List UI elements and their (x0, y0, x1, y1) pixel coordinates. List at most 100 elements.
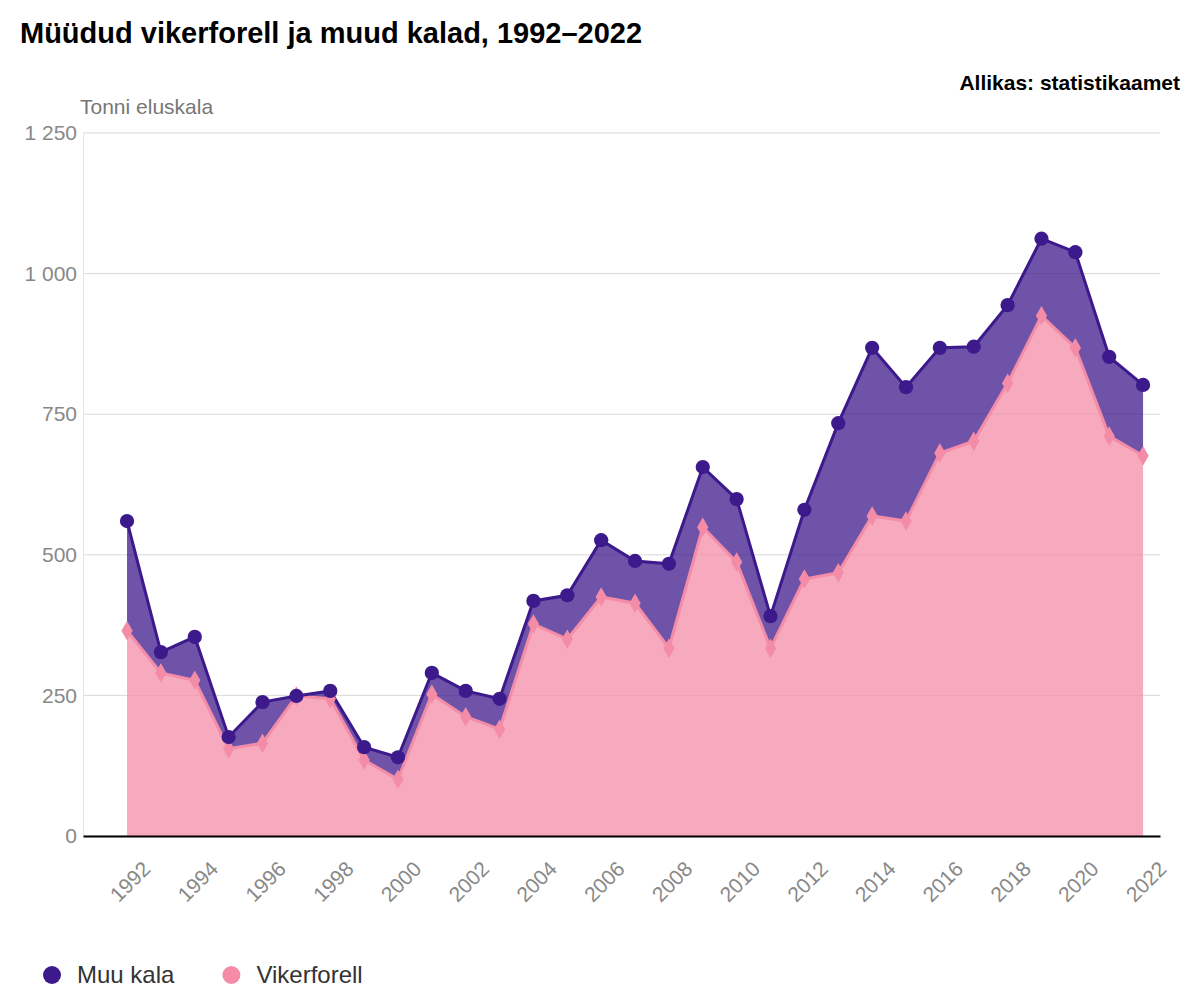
x-tick-label: 2014 (850, 857, 900, 907)
marker (257, 733, 268, 753)
marker (833, 563, 844, 583)
marker (662, 557, 676, 571)
x-tick: 1992 (105, 836, 154, 906)
y-axis-line (83, 134, 84, 837)
data (120, 232, 1150, 836)
marker (528, 614, 539, 634)
marker (1070, 338, 1081, 358)
marker (594, 533, 608, 547)
y-tick: 500 (42, 543, 83, 566)
marker (697, 517, 708, 537)
y-tick-label: 750 (42, 402, 77, 425)
marker (1104, 426, 1115, 446)
x-tick: 2006 (579, 836, 628, 906)
marker (494, 719, 505, 739)
x-tick-label: 2022 (1121, 857, 1170, 906)
marker (933, 341, 947, 355)
x-tick-label: 2016 (918, 857, 967, 906)
x-tick-label: 2012 (783, 857, 832, 906)
grid-line (83, 133, 1160, 134)
marker (731, 552, 742, 572)
x-tick: 2004 (512, 836, 562, 906)
legend-swatch (43, 966, 61, 984)
x-axis: 1992 1994 1996 1998 2000 2002 2004 2006 2008 2010… (84, 836, 1171, 906)
x-tick-label: 1994 (173, 857, 223, 907)
marker (1102, 350, 1116, 364)
grid-line (83, 273, 1160, 274)
marker (899, 380, 913, 394)
x-tick-label: 2000 (376, 857, 425, 906)
x-tick: 2014 (850, 836, 900, 906)
marker (562, 629, 573, 649)
marker (797, 503, 811, 517)
y-tick-label: 1 250 (24, 121, 77, 144)
x-tick-label: 2004 (512, 857, 562, 907)
marker (629, 593, 640, 613)
x-tick: 1994 (173, 836, 223, 906)
marker (1036, 306, 1047, 326)
area (127, 239, 1143, 779)
legend-label: Vikerforell (256, 961, 362, 988)
x-tick-label: 2010 (715, 857, 764, 906)
y-tick: 250 (42, 684, 83, 707)
x-tick-label: 2018 (986, 857, 1035, 906)
chart: Müüdud vikerforell ja muud kalad, 1992–2… (0, 0, 1200, 1000)
x-axis-line (84, 836, 1161, 838)
marker (663, 638, 674, 658)
marker (560, 588, 574, 602)
marker (900, 511, 911, 531)
marker (255, 695, 269, 709)
marker (188, 630, 202, 644)
marker (426, 685, 437, 705)
x-tick-label: 1992 (105, 857, 154, 906)
x-tick-label: 2002 (444, 857, 493, 906)
legend-label: Muu kala (77, 961, 175, 988)
marker (459, 684, 473, 698)
line (127, 316, 1143, 779)
y-axis: 0 250 500 750 1 000 1 250 (24, 121, 83, 847)
y-tick: 750 (42, 402, 83, 425)
x-tick-label: 2020 (1054, 857, 1103, 906)
x-tick: 2022 (1121, 836, 1170, 906)
y-axis-label: Tonni eluskala (80, 95, 213, 118)
y-tick: 1 250 (24, 121, 83, 144)
marker (831, 416, 845, 430)
marker (765, 638, 776, 658)
x-tick: 2000 (376, 836, 425, 906)
x-tick: 2020 (1054, 836, 1103, 906)
x-tick: 2018 (986, 836, 1035, 906)
marker (696, 460, 710, 474)
x-tick-label: 2006 (579, 857, 628, 906)
marker (1000, 298, 1014, 312)
y-tick: 1 000 (24, 262, 83, 285)
marker (1137, 446, 1148, 466)
marker (121, 621, 132, 641)
grid (83, 133, 1160, 836)
legend-item: Muu kala (43, 961, 175, 988)
x-tick: 1998 (309, 836, 358, 906)
line (127, 239, 1143, 758)
marker (492, 692, 506, 706)
x-tick-label: 1998 (309, 857, 358, 906)
marker (120, 514, 134, 528)
marker (1034, 232, 1048, 246)
legend-item: Vikerforell (222, 961, 362, 988)
marker (155, 663, 166, 683)
marker (628, 554, 642, 568)
marker (289, 689, 303, 703)
x-tick: 2012 (783, 836, 832, 906)
marker (1002, 374, 1013, 394)
marker (526, 594, 540, 608)
x-tick: 2008 (647, 836, 696, 906)
marker (865, 341, 879, 355)
marker (323, 684, 337, 698)
legend: Muu kala Vikerforell (43, 961, 363, 988)
y-tick-label: 0 (65, 824, 77, 847)
source: Allikas: statistikaamet (959, 71, 1180, 94)
marker (730, 492, 744, 506)
x-tick-label: 2008 (647, 857, 696, 906)
marker (154, 645, 168, 659)
legend-swatch (222, 966, 240, 984)
x-tick: 1996 (241, 836, 290, 906)
x-tick: 2016 (918, 836, 967, 906)
